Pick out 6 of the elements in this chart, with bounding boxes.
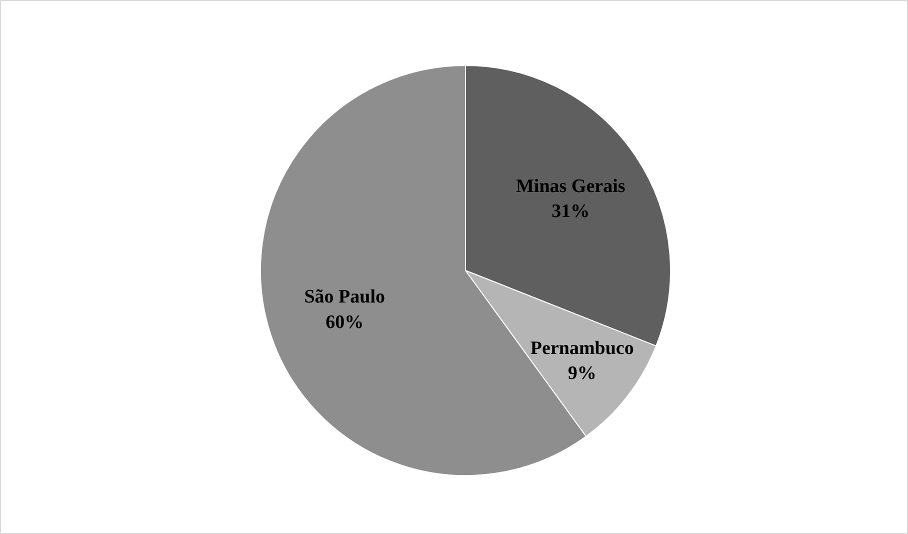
data-label: 9% [568,363,596,384]
slice-label: Pernambuco [530,338,634,359]
data-label: 60% [326,312,364,333]
slice-label: Minas Gerais [516,176,626,197]
data-label: 31% [552,201,590,222]
slice-label: São Paulo [304,286,386,308]
